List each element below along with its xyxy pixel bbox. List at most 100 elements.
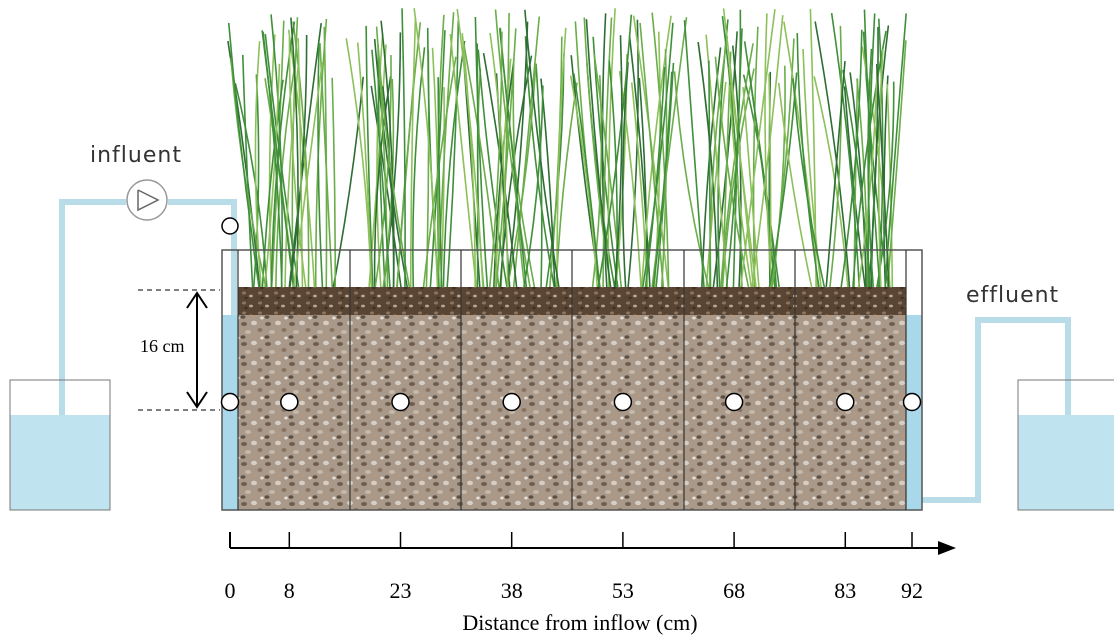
leaf: [287, 29, 316, 288]
leaf: [644, 66, 666, 288]
axis-arrow: [938, 541, 956, 555]
reservoir: [1017, 379, 1114, 511]
leaf: [618, 70, 642, 288]
leaf: [332, 76, 365, 288]
tick-label: 23: [390, 578, 412, 603]
leaf: [292, 21, 310, 288]
leaf: [867, 48, 875, 288]
leaf: [482, 52, 518, 288]
leaf: [356, 42, 373, 288]
pump-arrow: [137, 189, 160, 212]
plants: [227, 8, 907, 288]
influent-label: influent: [90, 143, 182, 168]
leaf: [293, 62, 324, 288]
leaf: [317, 43, 324, 288]
leaf: [268, 34, 276, 288]
leaf: [449, 33, 478, 288]
inlet-water: [222, 315, 238, 510]
sampling-port: [502, 392, 521, 412]
reservoir-water: [1018, 415, 1114, 510]
leaf: [792, 78, 826, 288]
leaf: [852, 30, 887, 288]
leaf: [809, 8, 817, 288]
leaf: [498, 28, 528, 288]
leaf: [401, 8, 406, 288]
leaf: [849, 72, 867, 288]
leaf: [463, 43, 500, 288]
leaf: [506, 21, 529, 288]
leaf: [569, 75, 599, 288]
leaf: [461, 33, 476, 288]
leaf: [489, 32, 509, 288]
leaf: [825, 60, 846, 288]
leaf: [365, 25, 374, 288]
leaf: [829, 25, 843, 288]
leaf: [488, 31, 503, 288]
leaf: [506, 63, 537, 288]
tick-label: 92: [901, 578, 923, 603]
leaf: [262, 31, 283, 288]
leaf: [297, 38, 304, 288]
leaf: [642, 22, 674, 288]
leaf: [227, 22, 260, 288]
leaf: [886, 40, 907, 288]
leaf: [639, 22, 665, 288]
leaf: [494, 9, 531, 288]
leaf: [382, 86, 395, 288]
leaf: [614, 35, 623, 288]
leaf: [877, 49, 884, 288]
leaf: [555, 82, 578, 288]
leaf: [412, 47, 426, 288]
axis-title: Distance from inflow (cm): [462, 610, 697, 635]
leaf: [751, 15, 784, 288]
leaf: [254, 41, 262, 288]
leaf: [270, 14, 283, 288]
leaf: [607, 8, 616, 288]
leaf: [875, 64, 890, 288]
sampling-port: [220, 392, 240, 412]
leaf: [683, 20, 705, 288]
sampling-port: [391, 392, 410, 412]
sampling-port: [836, 392, 855, 412]
leaf: [371, 49, 391, 288]
leaf: [660, 49, 668, 288]
leaf: [705, 81, 727, 288]
leaf: [884, 13, 907, 288]
sampling-port: [613, 392, 633, 412]
leaf: [752, 26, 759, 288]
tick-label: 83: [834, 578, 856, 603]
leaf: [373, 75, 392, 288]
leaf: [523, 85, 544, 288]
leaf: [331, 77, 337, 288]
leaf: [742, 87, 760, 288]
leaf: [867, 13, 876, 288]
leaf: [442, 40, 466, 288]
depth-label: 16 cm: [140, 336, 185, 356]
leaf: [720, 43, 754, 288]
leaf: [728, 85, 753, 288]
reservoir-water: [10, 415, 110, 510]
leaf: [725, 9, 742, 288]
leaf: [446, 20, 460, 288]
sampling-port: [221, 217, 239, 235]
tick-label: 38: [501, 578, 523, 603]
leaf: [409, 17, 417, 288]
leaf: [768, 73, 772, 288]
leaf: [585, 19, 612, 288]
inflow-pipe: [168, 199, 237, 316]
leaf: [377, 44, 411, 288]
leaf: [535, 64, 543, 288]
leaf: [477, 49, 508, 288]
leaf: [512, 16, 541, 288]
leaf: [456, 8, 484, 288]
leaf: [413, 8, 439, 288]
leaf: [840, 29, 863, 288]
leaf: [777, 82, 813, 288]
leaf: [374, 55, 392, 288]
leaf: [597, 14, 633, 288]
leaf: [524, 36, 556, 288]
sampling-port: [280, 392, 299, 412]
inflow-pipe: [59, 199, 126, 442]
leaf: [857, 64, 878, 288]
